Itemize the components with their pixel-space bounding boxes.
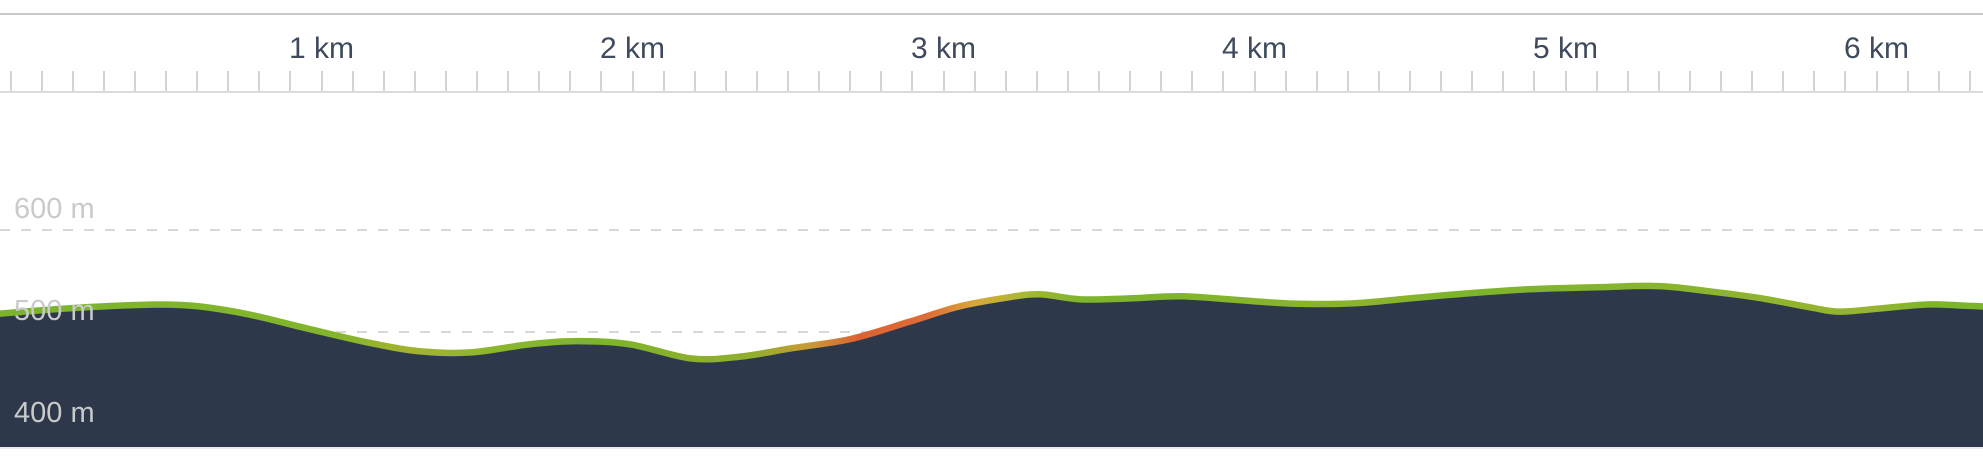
ruler-tick [289, 71, 292, 91]
x-axis-label: 5 km [1532, 32, 1599, 65]
x-axis-label: 1 km [288, 32, 355, 65]
ruler-tick [1222, 71, 1225, 91]
ruler-tick [880, 71, 883, 91]
ruler-tick [413, 71, 416, 91]
ruler-tick [1595, 71, 1598, 91]
ruler-tick [1066, 71, 1069, 91]
ruler-tick [40, 71, 43, 91]
ruler-tick [1098, 71, 1100, 91]
ruler-tick [1004, 71, 1007, 91]
ruler-tick [1844, 71, 1847, 91]
ruler-tick [1160, 71, 1163, 91]
ruler-tick [382, 71, 385, 91]
ruler-tick [1533, 71, 1536, 91]
ruler-tick [1906, 71, 1909, 91]
ruler-tick [444, 71, 447, 91]
ruler-tick [849, 71, 852, 91]
ruler-tick [1471, 71, 1474, 91]
ruler-tick [102, 71, 105, 91]
ruler-tick [911, 71, 914, 91]
ruler-tick [787, 71, 789, 91]
ruler-tick [1315, 71, 1318, 91]
ruler-tick [507, 71, 510, 91]
ruler-tick [1502, 71, 1505, 91]
ruler-tick [1782, 71, 1785, 91]
ruler-tick [662, 71, 665, 91]
ruler-tick [476, 71, 478, 91]
ruler-tick [1875, 71, 1878, 91]
ruler-tick [1377, 71, 1380, 91]
ruler-tick [973, 71, 976, 91]
y-axis-label-400m: 400 m [14, 397, 95, 429]
y-axis-label-600m: 600 m [14, 193, 95, 225]
ruler-tick [1129, 71, 1132, 91]
ruler-tick [9, 71, 12, 91]
ruler-tick [1191, 71, 1194, 91]
top-divider [0, 13, 1983, 15]
ruler-tick [1937, 71, 1940, 91]
ruler-tick [1284, 71, 1287, 91]
ruler-tick [631, 71, 634, 91]
ruler-tick [724, 71, 727, 91]
elevation-slope-line [0, 282, 1983, 363]
ruler-tick [1564, 71, 1567, 91]
ruler-tick [942, 71, 945, 91]
ruler-tick [1720, 71, 1722, 91]
ruler-tick [320, 71, 323, 91]
ruler-tick [1409, 71, 1411, 91]
ruler-tick [165, 71, 167, 91]
ruler-tick [1968, 71, 1971, 91]
ruler-tick [693, 71, 696, 91]
elevation-area-fill [0, 285, 1983, 447]
ruler-tick [1813, 71, 1816, 91]
ruler-tick [1688, 71, 1691, 91]
ruler-tick [1440, 71, 1443, 91]
x-axis-label: 4 km [1221, 32, 1288, 65]
ruler-tick [258, 71, 261, 91]
ruler-tick [1035, 71, 1038, 91]
ruler-tick [1751, 71, 1754, 91]
ruler-tick [1657, 71, 1660, 91]
ruler-tick [351, 71, 354, 91]
ruler-tick [600, 71, 603, 91]
ruler-tick [196, 71, 199, 91]
ruler-baseline [0, 91, 1983, 93]
x-axis-label: 6 km [1843, 32, 1910, 65]
ruler-tick [569, 71, 572, 91]
ruler-tick [818, 71, 821, 91]
bottom-divider [0, 447, 1983, 449]
ruler-tick [755, 71, 758, 91]
ruler-tick [227, 71, 230, 91]
ruler-tick [1626, 71, 1629, 91]
ruler-tick [538, 71, 541, 91]
x-axis-label: 2 km [599, 32, 666, 65]
ruler-tick [1346, 71, 1349, 91]
ruler-tick [133, 71, 136, 91]
x-axis-label: 3 km [910, 32, 977, 65]
y-axis-label-500m: 500 m [14, 295, 95, 327]
ruler-tick [1253, 71, 1256, 91]
ruler-tick [71, 71, 74, 91]
